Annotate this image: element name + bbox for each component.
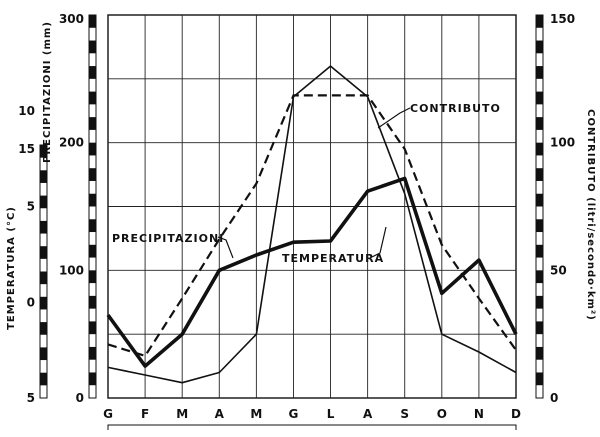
month-tick-label: N bbox=[474, 407, 484, 421]
temperatura-tick-label: 5 bbox=[27, 200, 35, 214]
axis-bars bbox=[39, 14, 544, 399]
temperatura-scale-bar-segment bbox=[40, 220, 47, 234]
temperatura-tick-label: 10 bbox=[18, 104, 35, 118]
temperatura-axis-title: TEMPERATURA (°C) bbox=[6, 206, 17, 330]
contributo-scale-bar-segment bbox=[536, 15, 543, 28]
precipitazioni-scale-bar-segment bbox=[89, 40, 96, 54]
precipitazioni-scale-bar-segment bbox=[89, 244, 96, 258]
contributo-scale-bar-segment bbox=[536, 66, 543, 79]
precipitazioni-scale-bar-segment bbox=[89, 219, 96, 233]
month-tick-label: G bbox=[289, 407, 299, 421]
precipitazioni-scale-bar-segment bbox=[89, 346, 96, 360]
month-tick-label: M bbox=[176, 407, 188, 421]
contributo-scale-bar-segment bbox=[536, 142, 543, 156]
temperatura-scale-bar-segment bbox=[40, 145, 47, 158]
contributo-scale-bar-segment bbox=[536, 168, 543, 181]
series-line-temperatura bbox=[107, 94, 517, 358]
month-tick-label: A bbox=[215, 407, 225, 421]
month-tick-label: G bbox=[103, 407, 113, 421]
contributo-scale-bar-segment bbox=[536, 117, 543, 130]
contributo-tick-label: 150 bbox=[550, 12, 575, 26]
series-lines bbox=[106, 65, 518, 384]
temperatura-scale-bar-segment bbox=[40, 372, 47, 386]
temperatura-tick-label: 15 bbox=[18, 142, 35, 156]
contributo-tick-label: 50 bbox=[550, 263, 567, 277]
contributo-scale-bar-segment bbox=[536, 244, 543, 258]
contributo-scale-bar-segment bbox=[536, 270, 543, 284]
series-line-precipitazioni bbox=[106, 176, 518, 368]
precipitazioni-scale-bar-segment bbox=[89, 142, 96, 156]
precipitazioni-scale-bar-segment bbox=[89, 270, 96, 284]
temperatura-tick-label: 5 bbox=[27, 391, 35, 405]
month-tick-label: O bbox=[437, 407, 447, 421]
series-line-contributo bbox=[107, 65, 517, 384]
month-bracket bbox=[107, 424, 517, 430]
precipitazioni-tick-label: 300 bbox=[59, 12, 84, 26]
precipitazioni-scale-bar-segment bbox=[89, 321, 96, 335]
precipitazioni-axis-title: PRECIPITAZIONI (mm) bbox=[42, 21, 53, 163]
temperatura-scale-bar-segment bbox=[40, 195, 47, 209]
leader-temperatura bbox=[371, 226, 387, 258]
temperatura-scale-bar-segment bbox=[40, 246, 47, 259]
contributo-scale-bar-segment bbox=[536, 346, 543, 360]
precipitazioni-scale-bar-segment bbox=[89, 295, 96, 309]
month-tick-label: L bbox=[327, 407, 335, 421]
leader-contributo bbox=[377, 107, 411, 129]
contributo-scale-bar-segment bbox=[536, 193, 543, 207]
month-tick-label: S bbox=[400, 407, 409, 421]
contributo-axis-title: CONTRIBUTO (litri/secondo·km²) bbox=[585, 109, 596, 321]
precipitazioni-scale-bar-segment bbox=[89, 66, 96, 79]
precipitazioni-tick-label: 100 bbox=[59, 263, 84, 277]
contributo-scale-bar-segment bbox=[536, 40, 543, 54]
temperatura-scale-bar-segment bbox=[40, 271, 47, 285]
contributo-scale-bar-segment bbox=[536, 219, 543, 233]
temperatura-scale-bar-segment bbox=[40, 170, 47, 183]
precipitazioni-scale-bar-segment bbox=[89, 168, 96, 181]
month-tick-label: A bbox=[363, 407, 373, 421]
precipitazioni-scale-bar-segment bbox=[89, 193, 96, 207]
annotation-precipitazioni: PRECIPITAZIONI bbox=[112, 232, 224, 245]
precipitazioni-scale-bar-segment bbox=[89, 117, 96, 130]
temperatura-scale-bar-segment bbox=[40, 322, 47, 335]
contributo-tick-label: 100 bbox=[550, 136, 575, 150]
contributo-tick-label: 0 bbox=[550, 391, 558, 405]
annotation-leaders bbox=[217, 107, 411, 259]
precipitazioni-scale-bar-segment bbox=[89, 91, 96, 105]
temperatura-scale-bar-segment bbox=[40, 347, 47, 361]
month-tick-label: F bbox=[141, 407, 149, 421]
annotation-contributo: CONTRIBUTO bbox=[410, 102, 501, 115]
contributo-scale-bar bbox=[535, 14, 544, 399]
precipitazioni-scale-bar bbox=[88, 14, 97, 399]
contributo-scale-bar-segment bbox=[536, 372, 543, 386]
leader-precipitazioni bbox=[217, 236, 234, 259]
precipitazioni-scale-bar-segment bbox=[89, 15, 96, 28]
contributo-scale-bar-segment bbox=[536, 295, 543, 309]
annotation-temperatura: TEMPERATURA bbox=[282, 252, 384, 265]
temperatura-tick-label: 0 bbox=[27, 295, 35, 309]
precipitazioni-tick-label: 0 bbox=[76, 391, 84, 405]
precipitazioni-scale-bar-segment bbox=[89, 372, 96, 386]
temperatura-scale-bar-segment bbox=[40, 296, 47, 310]
month-tick-label: D bbox=[511, 407, 521, 421]
month-tick-label: M bbox=[250, 407, 262, 421]
temperatura-scale-bar bbox=[39, 144, 48, 399]
contributo-scale-bar-segment bbox=[536, 91, 543, 105]
precipitazioni-tick-label: 200 bbox=[59, 136, 84, 150]
contributo-scale-bar-segment bbox=[536, 321, 543, 335]
